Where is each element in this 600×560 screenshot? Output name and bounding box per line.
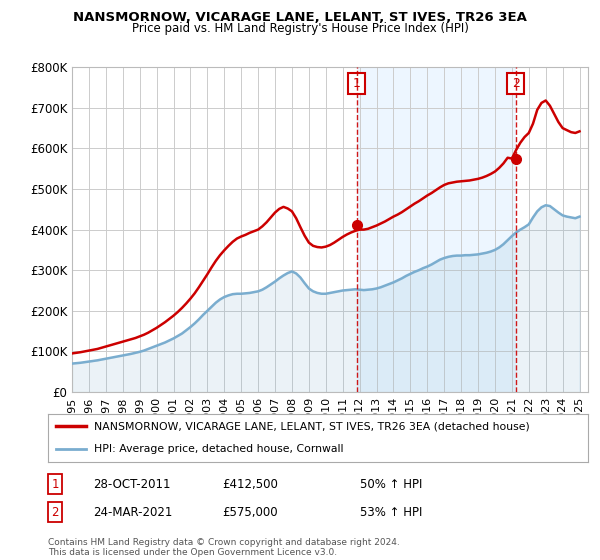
Text: Price paid vs. HM Land Registry's House Price Index (HPI): Price paid vs. HM Land Registry's House … (131, 22, 469, 35)
Text: 2: 2 (52, 506, 59, 519)
Text: 28-OCT-2011: 28-OCT-2011 (93, 478, 170, 491)
Text: 53% ↑ HPI: 53% ↑ HPI (360, 506, 422, 519)
Text: 2: 2 (512, 77, 520, 90)
Text: NANSMORNOW, VICARAGE LANE, LELANT, ST IVES, TR26 3EA: NANSMORNOW, VICARAGE LANE, LELANT, ST IV… (73, 11, 527, 24)
Text: 24-MAR-2021: 24-MAR-2021 (93, 506, 172, 519)
Bar (357, 67, 516, 392)
Text: 1: 1 (353, 77, 361, 90)
Text: 50% ↑ HPI: 50% ↑ HPI (360, 478, 422, 491)
Text: HPI: Average price, detached house, Cornwall: HPI: Average price, detached house, Corn… (94, 444, 343, 454)
Text: NANSMORNOW, VICARAGE LANE, LELANT, ST IVES, TR26 3EA (detached house): NANSMORNOW, VICARAGE LANE, LELANT, ST IV… (94, 421, 530, 431)
Text: Contains HM Land Registry data © Crown copyright and database right 2024.
This d: Contains HM Land Registry data © Crown c… (48, 538, 400, 557)
Text: £575,000: £575,000 (222, 506, 278, 519)
Text: £412,500: £412,500 (222, 478, 278, 491)
Text: 1: 1 (52, 478, 59, 491)
